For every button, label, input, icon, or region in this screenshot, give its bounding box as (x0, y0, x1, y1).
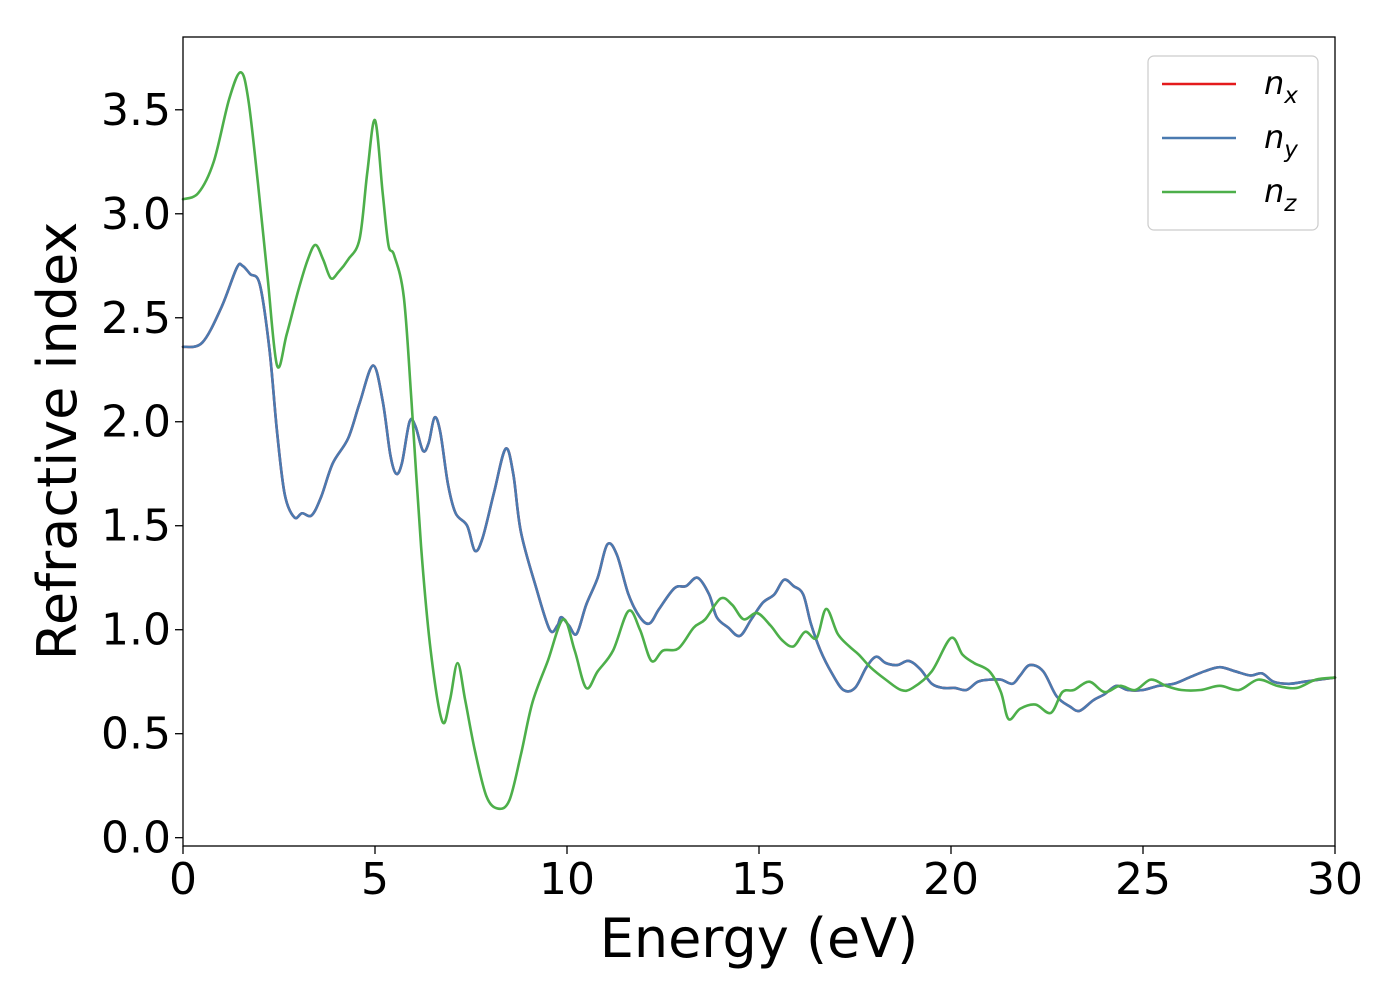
y-tick-label: 3.5 (101, 85, 171, 136)
x-axis-label: Energy (eV) (600, 907, 919, 970)
x-axis-ticks: 0 5 10 15 20 25 30 (169, 846, 1363, 905)
y-tick-label: 0.0 (101, 813, 171, 864)
x-tick-label: 15 (731, 854, 787, 905)
legend-box (1147, 55, 1319, 231)
legend-label-z: nz (1264, 172, 1297, 217)
x-tick-label: 10 (539, 854, 595, 905)
series-line-y (181, 262, 1337, 713)
y-tick-label: 2.5 (101, 293, 171, 344)
legend: nx ny nz (1147, 55, 1319, 231)
x-tick-label: 30 (1307, 854, 1363, 905)
y-axis-ticks: 0.0 0.5 1.0 1.5 2.0 2.5 3.0 3.5 (101, 85, 183, 864)
series-line-z (181, 71, 1337, 811)
x-tick-label: 25 (1115, 854, 1171, 905)
y-tick-label: 3.0 (101, 189, 171, 240)
legend-label-x: nx (1264, 64, 1298, 109)
y-tick-label: 2.0 (101, 397, 171, 448)
x-tick-label: 0 (169, 854, 197, 905)
x-tick-label: 5 (361, 854, 389, 905)
legend-label-y: ny (1264, 118, 1298, 163)
y-tick-label: 1.0 (101, 605, 171, 656)
y-tick-label: 1.5 (101, 501, 171, 552)
y-tick-label: 0.5 (101, 709, 171, 760)
series-line-x (181, 262, 1337, 713)
x-tick-label: 20 (923, 854, 979, 905)
series-layer (181, 71, 1337, 811)
y-axis-label: Refractive index (26, 222, 89, 661)
